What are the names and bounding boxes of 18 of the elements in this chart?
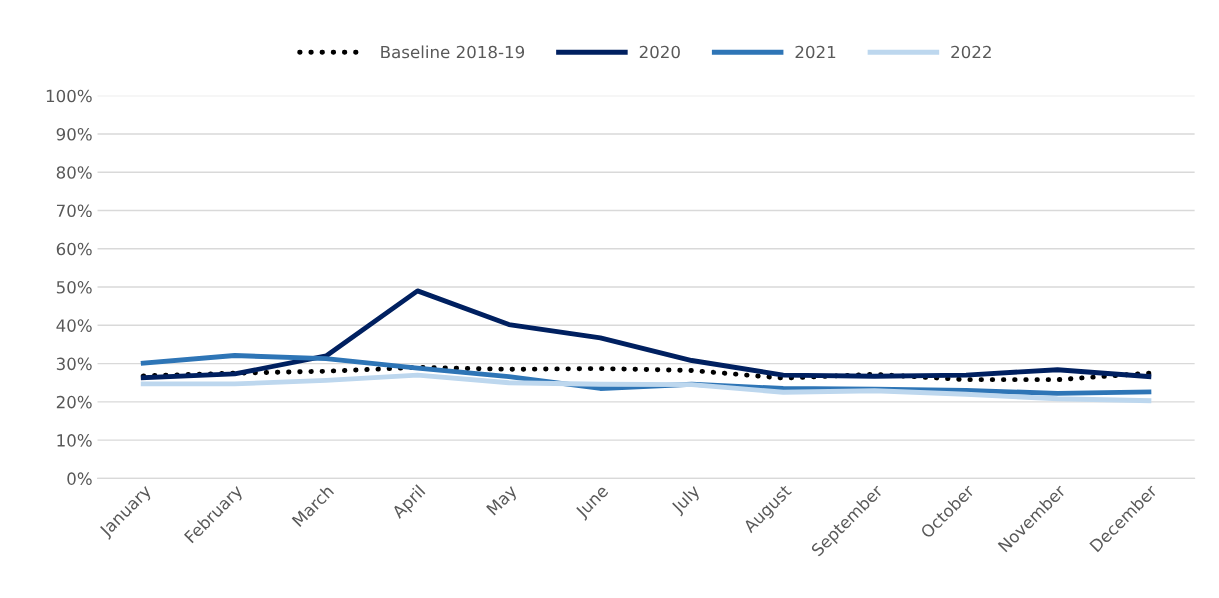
y-tick-label: 40% xyxy=(56,319,92,332)
legend-label: Baseline 2018-19 xyxy=(381,45,525,59)
y-tick-label: 10% xyxy=(57,434,92,447)
line-series xyxy=(140,364,1152,383)
y-tick-label: 100% xyxy=(46,89,92,103)
legend-label: 2020 xyxy=(639,45,680,59)
line-series xyxy=(140,372,1152,404)
y-tick-label: 80% xyxy=(56,166,92,179)
legend-label: 2022 xyxy=(951,45,991,59)
y-tick-label: 0% xyxy=(67,472,92,485)
line-series xyxy=(140,288,1152,381)
y-tick-label: 90% xyxy=(56,127,92,141)
y-tick-label: 70% xyxy=(56,204,92,218)
y-tick-label: 20% xyxy=(56,395,92,409)
y-tick-label: 30% xyxy=(56,357,92,371)
y-tick-label: 50% xyxy=(56,281,92,294)
y-tick-label: 60% xyxy=(56,242,92,256)
legend-label: 2021 xyxy=(795,45,836,59)
